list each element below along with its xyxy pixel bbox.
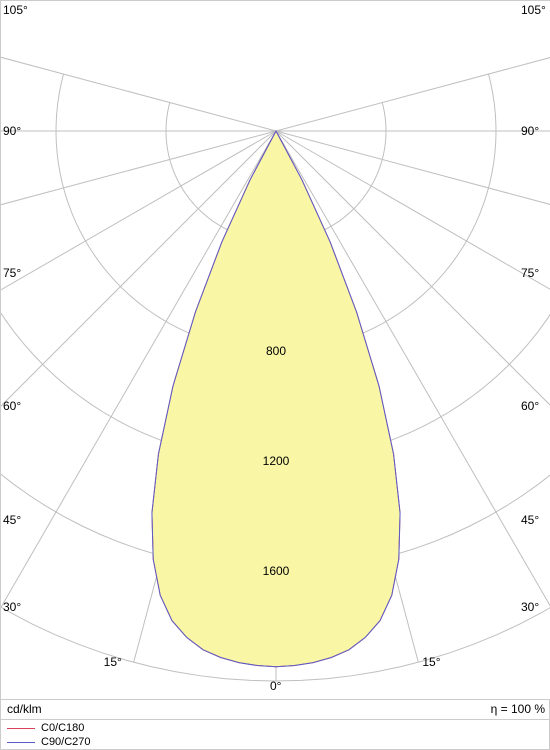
polar-svg: 800 1200 1600 — [1, 1, 550, 699]
legend: C0/C180 C90/C270 — [7, 721, 91, 749]
svg-text:800: 800 — [266, 344, 286, 358]
footer-bar: cd/klm η = 100 % — [1, 699, 550, 720]
legend-label: C0/C180 — [41, 722, 84, 734]
legend-label: C90/C270 — [41, 736, 91, 748]
polar-plot: 80012001600 105°90°75°60°45°30°15°105°90… — [1, 1, 550, 700]
legend-swatch-c90 — [7, 742, 35, 743]
efficiency-label: η = 100 % — [491, 702, 545, 716]
unit-label: cd/klm — [7, 702, 42, 716]
svg-text:1200: 1200 — [263, 454, 290, 468]
chart-container: 80012001600 105°90°75°60°45°30°15°105°90… — [0, 0, 550, 750]
svg-text:1600: 1600 — [263, 564, 290, 578]
legend-item: C0/C180 — [7, 721, 91, 735]
legend-item: C90/C270 — [7, 735, 91, 749]
legend-swatch-c0 — [7, 728, 35, 729]
